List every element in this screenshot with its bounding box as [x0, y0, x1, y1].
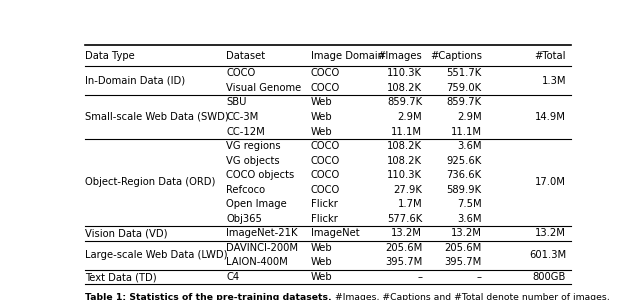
Text: 2.9M: 2.9M [397, 112, 422, 122]
Text: CC-12M: CC-12M [227, 127, 265, 136]
Text: Web: Web [310, 98, 332, 107]
Text: Obj365: Obj365 [227, 214, 262, 224]
Text: 110.3K: 110.3K [387, 170, 422, 180]
Text: 925.6K: 925.6K [447, 156, 482, 166]
Text: COCO objects: COCO objects [227, 170, 294, 180]
Text: 7.5M: 7.5M [457, 199, 482, 209]
Text: 1.7M: 1.7M [397, 199, 422, 209]
Text: 108.2K: 108.2K [387, 141, 422, 151]
Text: 759.0K: 759.0K [447, 83, 482, 93]
Text: #Images: #Images [378, 51, 422, 61]
Text: 13.2M: 13.2M [535, 228, 566, 239]
Text: –: – [477, 272, 482, 282]
Text: 859.7K: 859.7K [387, 98, 422, 107]
Text: Refcoco: Refcoco [227, 185, 266, 195]
Text: 108.2K: 108.2K [387, 156, 422, 166]
Text: 108.2K: 108.2K [387, 83, 422, 93]
Text: VG objects: VG objects [227, 156, 280, 166]
Text: 3.6M: 3.6M [457, 141, 482, 151]
Text: Object-Region Data (ORD): Object-Region Data (ORD) [85, 178, 215, 188]
Text: 2.9M: 2.9M [457, 112, 482, 122]
Text: COCO: COCO [310, 83, 340, 93]
Text: 14.9M: 14.9M [535, 112, 566, 122]
Text: COCO: COCO [310, 170, 340, 180]
Text: 736.6K: 736.6K [447, 170, 482, 180]
Text: 1.3M: 1.3M [541, 76, 566, 85]
Text: SBU: SBU [227, 98, 247, 107]
Text: COCO: COCO [310, 185, 340, 195]
Text: Visual Genome: Visual Genome [227, 83, 301, 93]
Text: –: – [417, 272, 422, 282]
Text: C4: C4 [227, 272, 239, 282]
Text: Large-scale Web Data (LWD): Large-scale Web Data (LWD) [85, 250, 227, 260]
Text: COCO: COCO [310, 156, 340, 166]
Text: Dataset: Dataset [227, 51, 266, 61]
Text: 27.9K: 27.9K [394, 185, 422, 195]
Text: 110.3K: 110.3K [387, 68, 422, 78]
Text: CC-3M: CC-3M [227, 112, 259, 122]
Text: VG regions: VG regions [227, 141, 281, 151]
Text: 205.6M: 205.6M [385, 243, 422, 253]
Text: Text Data (TD): Text Data (TD) [85, 272, 157, 282]
Text: Flickr: Flickr [310, 214, 337, 224]
Text: 11.1M: 11.1M [391, 127, 422, 136]
Text: 551.7K: 551.7K [447, 68, 482, 78]
Text: #Total: #Total [534, 51, 566, 61]
Text: 800GB: 800GB [532, 272, 566, 282]
Text: 13.2M: 13.2M [392, 228, 422, 239]
Text: LAION-400M: LAION-400M [227, 257, 288, 268]
Text: 395.7M: 395.7M [385, 257, 422, 268]
Text: 601.3M: 601.3M [529, 250, 566, 260]
Text: 3.6M: 3.6M [457, 214, 482, 224]
Text: DAVINCI-200M: DAVINCI-200M [227, 243, 298, 253]
Text: Open Image: Open Image [227, 199, 287, 209]
Text: #Images, #Captions and #Total denote number of images,: #Images, #Captions and #Total denote num… [332, 292, 609, 300]
Text: Web: Web [310, 257, 332, 268]
Text: Web: Web [310, 127, 332, 136]
Text: 11.1M: 11.1M [451, 127, 482, 136]
Text: Table 1: Statistics of the pre-training datasets.: Table 1: Statistics of the pre-training … [85, 292, 332, 300]
Text: 859.7K: 859.7K [447, 98, 482, 107]
Text: Flickr: Flickr [310, 199, 337, 209]
Text: COCO: COCO [310, 68, 340, 78]
Text: Vision Data (VD): Vision Data (VD) [85, 228, 168, 239]
Text: COCO: COCO [310, 141, 340, 151]
Text: 13.2M: 13.2M [451, 228, 482, 239]
Text: 205.6M: 205.6M [445, 243, 482, 253]
Text: In-Domain Data (ID): In-Domain Data (ID) [85, 76, 185, 85]
Text: 577.6K: 577.6K [387, 214, 422, 224]
Text: Web: Web [310, 112, 332, 122]
Text: COCO: COCO [227, 68, 255, 78]
Text: 589.9K: 589.9K [447, 185, 482, 195]
Text: 395.7M: 395.7M [445, 257, 482, 268]
Text: Image Domain: Image Domain [310, 51, 383, 61]
Text: #Captions: #Captions [430, 51, 482, 61]
Text: Web: Web [310, 243, 332, 253]
Text: Small-scale Web Data (SWD): Small-scale Web Data (SWD) [85, 112, 228, 122]
Text: 17.0M: 17.0M [535, 178, 566, 188]
Text: Data Type: Data Type [85, 51, 134, 61]
Text: ImageNet: ImageNet [310, 228, 359, 239]
Text: ImageNet-21K: ImageNet-21K [227, 228, 298, 239]
Text: Web: Web [310, 272, 332, 282]
